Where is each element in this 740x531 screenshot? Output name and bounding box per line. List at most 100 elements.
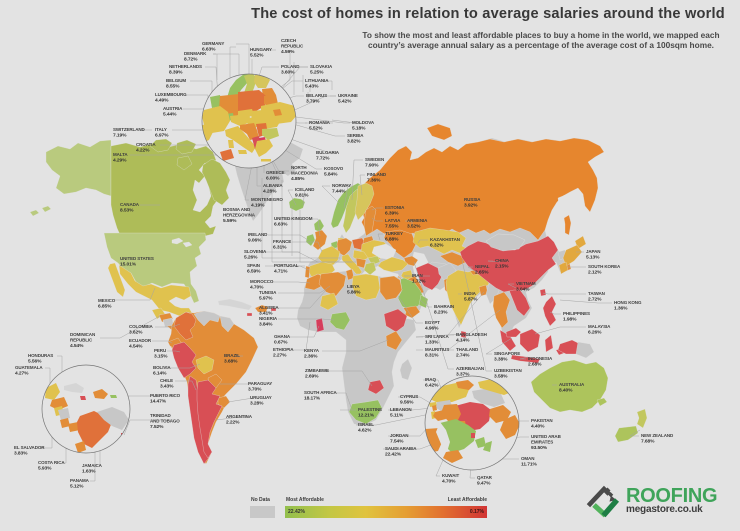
svg-text:4.85%: 4.85% [291, 176, 305, 182]
svg-text:3.38%: 3.38% [494, 357, 508, 363]
svg-text:SLOVAKIA: SLOVAKIA [310, 64, 333, 69]
svg-text:JAMAICA: JAMAICA [82, 463, 103, 468]
svg-text:6.42%: 6.42% [425, 383, 439, 389]
svg-text:LITHUANIA: LITHUANIA [305, 78, 329, 83]
svg-text:COSTA RICA: COSTA RICA [38, 460, 65, 465]
svg-text:4.27%: 4.27% [15, 371, 29, 377]
svg-text:SLOVENIA: SLOVENIA [244, 249, 267, 254]
svg-text:3.41%: 3.41% [259, 311, 273, 317]
svg-text:18.17%: 18.17% [304, 396, 321, 402]
svg-text:3.92%: 3.92% [464, 203, 478, 209]
svg-text:7.72%: 7.72% [316, 156, 330, 162]
svg-text:URUGUAY: URUGUAY [250, 395, 272, 400]
svg-text:4.22%: 4.22% [136, 148, 150, 154]
svg-text:5.43%: 5.43% [305, 84, 319, 90]
svg-text:BANGLADESH: BANGLADESH [456, 332, 487, 337]
svg-text:CANADA: CANADA [120, 202, 140, 207]
svg-text:COLOMBIA: COLOMBIA [129, 324, 154, 329]
svg-text:PALESTINE: PALESTINE [358, 407, 382, 412]
svg-text:LEBANON: LEBANON [390, 407, 412, 412]
svg-text:9.06%: 9.06% [248, 238, 262, 244]
svg-text:LATVIA: LATVIA [385, 218, 401, 223]
svg-text:4.49%: 4.49% [155, 98, 169, 104]
svg-text:14.47%: 14.47% [150, 399, 167, 405]
svg-text:JORDAN: JORDAN [390, 433, 408, 438]
svg-text:KAZAKHSTAN: KAZAKHSTAN [430, 237, 460, 242]
svg-text:NETHERLANDS: NETHERLANDS [169, 64, 202, 69]
svg-text:5.25%: 5.25% [310, 70, 324, 76]
svg-text:6.63%: 6.63% [202, 47, 216, 53]
svg-text:7.68%: 7.68% [641, 439, 655, 445]
svg-text:TUNISIA: TUNISIA [259, 290, 277, 295]
svg-text:PHILIPPINES: PHILIPPINES [563, 311, 590, 316]
svg-text:SAUDI ARABIA: SAUDI ARABIA [385, 446, 417, 451]
svg-text:3.84%: 3.84% [259, 322, 273, 328]
svg-text:8.55%: 8.55% [166, 84, 180, 90]
svg-text:MONTENEGRO: MONTENEGRO [251, 197, 283, 202]
svg-text:1.98%: 1.98% [563, 317, 577, 323]
svg-text:BRAZIL: BRAZIL [224, 353, 240, 358]
svg-text:5.26%: 5.26% [244, 255, 258, 261]
svg-text:ITALY: ITALY [155, 127, 167, 132]
svg-text:8.72%: 8.72% [184, 57, 198, 63]
svg-text:6.32%: 6.32% [430, 243, 444, 249]
svg-text:SPAIN: SPAIN [247, 263, 260, 268]
svg-text:3.82%: 3.82% [347, 139, 361, 145]
svg-text:MOROCCO: MOROCCO [250, 279, 274, 284]
svg-text:1.72%: 1.72% [412, 279, 426, 285]
svg-text:MALTA: MALTA [113, 152, 128, 157]
svg-text:IRELAND: IRELAND [248, 232, 268, 237]
svg-text:4.19%: 4.19% [251, 203, 265, 209]
svg-text:SOUTH KOREA: SOUTH KOREA [588, 264, 621, 269]
svg-text:3.28%: 3.28% [250, 401, 264, 407]
svg-text:3.79%: 3.79% [306, 99, 320, 105]
svg-text:8.53%: 8.53% [120, 208, 134, 214]
svg-text:AND TOBAGO: AND TOBAGO [150, 419, 180, 424]
svg-text:RUSSIA: RUSSIA [464, 197, 481, 202]
svg-text:2.72%: 2.72% [588, 297, 602, 303]
svg-text:5.44%: 5.44% [163, 112, 177, 118]
svg-text:GUATEMALA: GUATEMALA [15, 365, 43, 370]
svg-text:1.33%: 1.33% [425, 340, 439, 346]
svg-text:CYPRUS: CYPRUS [400, 394, 418, 399]
svg-text:3.62%: 3.62% [129, 330, 143, 336]
svg-text:MAURITIUS: MAURITIUS [425, 347, 449, 352]
svg-text:4.71%: 4.71% [274, 269, 288, 275]
svg-text:ICELAND: ICELAND [295, 187, 315, 192]
svg-text:EL SALVADOR: EL SALVADOR [14, 445, 45, 450]
svg-text:7.44%: 7.44% [332, 189, 346, 195]
svg-text:GERMANY: GERMANY [202, 41, 224, 46]
svg-text:PUERTO RICO: PUERTO RICO [150, 393, 181, 398]
svg-text:5.93%: 5.93% [38, 466, 52, 472]
svg-text:MACEDONIA: MACEDONIA [291, 171, 319, 176]
svg-text:3.37%: 3.37% [456, 372, 470, 378]
svg-text:UNITED STATES: UNITED STATES [120, 256, 154, 261]
svg-text:BOSNIA AND: BOSNIA AND [223, 207, 251, 212]
svg-text:LUXEMBOURG: LUXEMBOURG [155, 92, 187, 97]
svg-text:POLAND: POLAND [281, 64, 300, 69]
svg-text:REPUBLIC: REPUBLIC [281, 44, 304, 49]
svg-text:5.13%: 5.13% [586, 255, 600, 261]
svg-text:5.59%: 5.59% [223, 218, 237, 224]
svg-text:AZERBAIJAN: AZERBAIJAN [456, 366, 484, 371]
svg-text:PANAMA: PANAMA [70, 478, 90, 483]
svg-text:KUWAIT: KUWAIT [442, 473, 459, 478]
svg-text:7.36%: 7.36% [367, 178, 381, 184]
svg-text:ROMANIA: ROMANIA [309, 120, 331, 125]
svg-text:OMAN: OMAN [521, 456, 534, 461]
svg-text:GREECE: GREECE [266, 170, 285, 175]
svg-text:ARGENTINA: ARGENTINA [226, 414, 253, 419]
svg-text:1.36%: 1.36% [614, 306, 628, 312]
svg-text:3.52%: 3.52% [407, 224, 421, 230]
svg-text:SERBIA: SERBIA [347, 133, 364, 138]
svg-text:22.42%: 22.42% [385, 452, 402, 458]
svg-text:UNITED KINGDOM: UNITED KINGDOM [274, 216, 313, 221]
svg-text:3.43%: 3.43% [160, 384, 174, 390]
svg-text:6.59%: 6.59% [247, 269, 261, 275]
svg-text:3.15%: 3.15% [154, 354, 168, 360]
svg-text:9.81%: 9.81% [295, 193, 309, 199]
svg-text:4.54%: 4.54% [129, 344, 143, 350]
svg-text:5.52%: 5.52% [309, 126, 323, 132]
svg-text:CHILE: CHILE [160, 378, 173, 383]
svg-text:4.28%: 4.28% [263, 189, 277, 195]
